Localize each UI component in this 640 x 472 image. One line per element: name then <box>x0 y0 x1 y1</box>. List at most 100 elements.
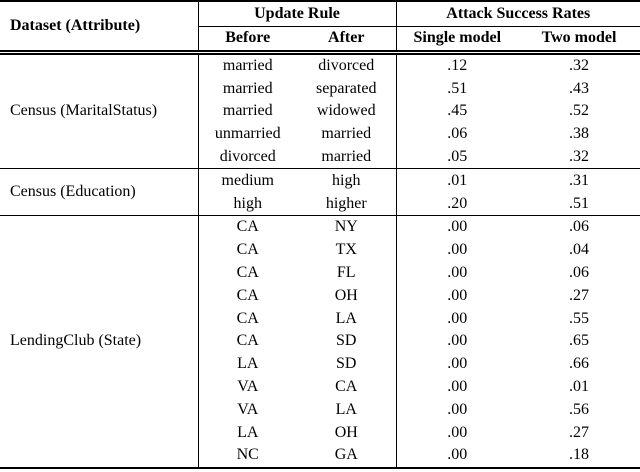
single-model-cell: .00 <box>447 309 468 327</box>
single-model-cell: .51 <box>447 79 468 97</box>
before-cell: CA <box>236 286 259 304</box>
table-row: CA SD .00 .65 <box>0 330 640 353</box>
two-model-cell: .06 <box>518 215 640 239</box>
table-row: married separated .51 .43 <box>0 77 640 101</box>
single-model-cell: .00 <box>447 423 468 441</box>
table-row: high higher .20 .51 <box>0 192 640 216</box>
table-row: VA LA .00 .56 <box>0 398 640 422</box>
after-cell: widowed <box>297 100 397 123</box>
after-cell: GA <box>297 444 397 468</box>
after-cell: LA <box>297 307 397 331</box>
two-model-cell: .01 <box>569 378 589 396</box>
after-cell: LA <box>297 398 397 422</box>
table-row: LA SD .00 .66 <box>0 352 640 376</box>
before-cell: NC <box>236 446 259 464</box>
after-cell: high <box>297 168 397 193</box>
before-cell: medium <box>198 168 297 193</box>
after-cell: separated <box>297 77 397 101</box>
two-model-cell: .04 <box>569 241 589 259</box>
before-cell: CA <box>198 215 297 239</box>
before-cell: CA <box>236 241 259 259</box>
two-model-cell: .32 <box>569 56 589 74</box>
before-cell: CA <box>236 332 259 350</box>
single-model-cell: .00 <box>447 286 468 304</box>
two-model-cell: .32 <box>569 148 589 166</box>
after-cell: FL <box>297 261 397 285</box>
table-row: Census (MaritalStatus) married divorced .12… <box>0 52 640 169</box>
single-model-cell: .01 <box>396 168 518 193</box>
single-model-cell: .20 <box>447 194 468 212</box>
after-cell: married <box>297 145 397 169</box>
two-model-cell: .65 <box>569 332 589 350</box>
after-cell: OH <box>297 421 397 445</box>
after-column-header: After <box>297 26 397 55</box>
after-cell: OH <box>297 284 397 308</box>
single-model-cell: .00 <box>447 446 468 464</box>
single-model-cell: .12 <box>447 56 468 74</box>
before-cell: married <box>222 56 273 74</box>
single-model-cell: .00 <box>447 332 468 350</box>
two-model-cell: .52 <box>569 102 589 120</box>
header-sub-row: Before After Single model Two model <box>0 26 640 55</box>
before-cell: married <box>222 102 273 120</box>
two-model-cell: .38 <box>569 125 589 143</box>
single-model-cell: .00 <box>447 355 468 373</box>
after-cell: married <box>297 122 397 146</box>
after-cell: SD <box>297 352 397 376</box>
dataset-label: LendingClub (State) <box>0 215 199 468</box>
after-cell: SD <box>297 330 397 353</box>
table-row: CA FL .00 .06 <box>0 261 640 285</box>
before-cell: VA <box>237 378 259 396</box>
single-model-cell: .00 <box>447 241 468 259</box>
before-cell: CA <box>236 264 259 282</box>
before-cell: high <box>233 194 262 212</box>
before-cell: divorced <box>219 148 276 166</box>
after-cell: TX <box>297 238 397 262</box>
two-model-cell: .55 <box>569 309 589 327</box>
after-cell: NY <box>297 215 397 239</box>
before-cell: LA <box>237 423 259 441</box>
single-model-column-header: Single model <box>396 26 518 55</box>
before-cell: CA <box>236 309 259 327</box>
single-model-cell: .05 <box>447 148 468 166</box>
table-row: CA LA .00 .55 <box>0 307 640 331</box>
table-row: LendingClub (State) CA NY .00.06 <box>0 215 640 468</box>
single-model-cell: .06 <box>447 125 468 143</box>
two-model-cell: .27 <box>569 423 589 441</box>
table-header: Dataset (Attribute) Update Rule Attack S… <box>0 1 640 55</box>
two-model-cell: .27 <box>569 286 589 304</box>
table-row: LA OH .00 .27 <box>0 421 640 445</box>
two-model-cell: .56 <box>569 400 589 418</box>
table-row: unmarried married .06 .38 <box>0 122 640 146</box>
table-body: Census (MaritalStatus) married divorced .12… <box>0 52 640 468</box>
single-model-cell: .00 <box>447 378 468 396</box>
header-group-row: Dataset (Attribute) Update Rule Attack S… <box>0 1 640 55</box>
table-row: Census (Education) medium high .01.31 <box>0 168 640 216</box>
table-row: divorced married .05 .32 <box>0 145 640 169</box>
before-cell: LA <box>237 355 259 373</box>
before-cell: unmarried <box>214 125 281 143</box>
table-row: NC GA .00 .18 <box>0 444 640 468</box>
table-row: CA TX .00 .04 <box>0 238 640 262</box>
dataset-label: Census (MaritalStatus) <box>0 52 199 169</box>
before-cell: married <box>222 79 273 97</box>
two-model-cell: .06 <box>569 264 589 282</box>
single-model-cell: .00 <box>447 264 468 282</box>
single-model-cell: .00 <box>447 400 468 418</box>
two-model-cell: .51 <box>569 194 589 212</box>
after-cell: divorced <box>297 52 397 78</box>
before-column-header: Before <box>198 26 297 55</box>
two-model-cell: .31 <box>518 168 640 193</box>
update-rule-group-header: Update Rule <box>198 1 397 27</box>
two-model-column-header: Two model <box>518 26 640 55</box>
table-row: CA OH .00 .27 <box>0 284 640 308</box>
table-row: VA CA .00 .01 <box>0 375 640 399</box>
single-model-cell: .45 <box>447 102 468 120</box>
after-cell: higher <box>297 192 397 216</box>
before-cell: VA <box>237 400 259 418</box>
two-model-cell: .43 <box>569 79 589 97</box>
two-model-cell: .18 <box>569 446 589 464</box>
two-model-cell: .66 <box>569 355 589 373</box>
dataset-attribute-header: Dataset (Attribute) <box>0 1 199 55</box>
